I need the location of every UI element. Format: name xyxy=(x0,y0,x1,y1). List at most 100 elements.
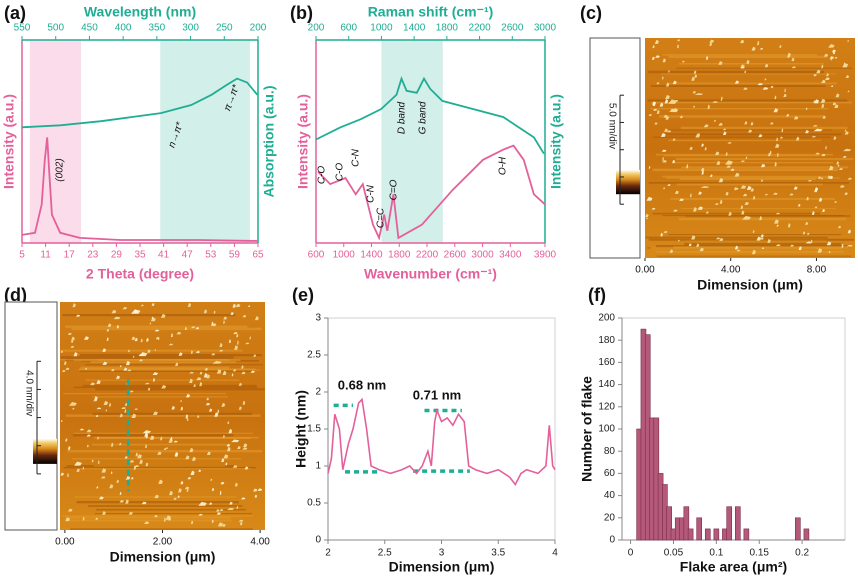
afm-flake xyxy=(184,486,190,490)
data-line xyxy=(315,75,545,155)
afm-flake xyxy=(236,333,239,338)
afm-flake xyxy=(100,476,106,479)
afm-flake xyxy=(719,199,723,204)
afm-flake xyxy=(175,362,179,366)
afm-flake xyxy=(646,217,648,220)
afm-flake xyxy=(811,211,815,215)
bar xyxy=(683,506,690,541)
x-tick-label: 17 xyxy=(64,250,76,261)
afm-flake xyxy=(102,511,106,515)
afm-flake xyxy=(173,440,178,443)
afm-flake xyxy=(662,156,664,161)
afm-flake xyxy=(121,407,126,409)
bar xyxy=(696,517,702,541)
afm-flake xyxy=(805,107,808,110)
data-line xyxy=(21,77,258,129)
afm-flake xyxy=(718,122,723,126)
afm-flake xyxy=(757,40,760,46)
afm-flake xyxy=(219,490,222,495)
colorbar-frame xyxy=(589,37,641,259)
afm-flake xyxy=(820,177,824,180)
afm-flake xyxy=(145,434,148,439)
afm-flake xyxy=(214,412,219,417)
afm-flake xyxy=(696,243,700,247)
x-tick-label: 0.00 xyxy=(635,265,655,276)
afm-flake xyxy=(843,62,846,67)
afm-flake xyxy=(668,99,677,104)
afm-flake xyxy=(689,193,692,198)
afm-flake xyxy=(747,129,752,133)
x2-tick-label: 250 xyxy=(216,23,233,34)
afm-flake xyxy=(134,337,138,342)
afm-flake xyxy=(130,477,134,480)
afm-flake xyxy=(249,336,251,340)
afm-flake xyxy=(828,165,834,171)
afm-flake xyxy=(847,90,850,93)
afm-flake xyxy=(707,104,710,109)
afm-flake xyxy=(817,176,821,179)
afm-flake xyxy=(806,196,809,201)
afm-flake xyxy=(726,165,731,168)
annotation: C=O xyxy=(389,179,400,200)
y2-axis-label: Intensity (a.u.) xyxy=(548,94,564,189)
x-tick-label: 4.00 xyxy=(250,537,270,548)
x-tick-label: 3.5 xyxy=(491,548,505,559)
afm-flake xyxy=(734,187,739,190)
afm-flake xyxy=(108,402,112,407)
x2-axis-label: Wavelength (nm) xyxy=(84,4,196,20)
afm-flake xyxy=(828,44,835,48)
bar xyxy=(795,517,801,541)
afm-flake xyxy=(67,332,72,335)
afm-flake xyxy=(646,196,653,201)
afm-flake xyxy=(67,472,69,477)
afm-flake xyxy=(125,499,129,504)
afm-flake xyxy=(822,115,826,119)
afm-flake xyxy=(775,244,781,247)
afm-flake xyxy=(123,367,128,371)
afm-flake xyxy=(106,329,109,332)
y-tick-label: 3 xyxy=(315,313,321,324)
x-tick-label: 1800 xyxy=(388,250,411,261)
afm-flake xyxy=(760,234,764,238)
y-axis-label: Height (nm) xyxy=(293,390,309,468)
afm-flake xyxy=(101,468,107,473)
afm-flake xyxy=(84,367,88,370)
afm-flake xyxy=(196,377,202,380)
afm-flake xyxy=(222,434,225,438)
afm-flake xyxy=(734,172,740,177)
afm-flake xyxy=(744,121,748,125)
afm-flake xyxy=(86,429,92,433)
afm-flake xyxy=(663,187,666,190)
afm-flake xyxy=(151,303,155,306)
afm-flake xyxy=(238,519,244,522)
afm-flake xyxy=(173,497,177,500)
annotation: 0.71 nm xyxy=(413,387,461,402)
afm-flake xyxy=(839,185,845,188)
afm-flake xyxy=(97,460,100,464)
afm-flake xyxy=(209,502,213,505)
x-axis-label: Flake area (μm²) xyxy=(680,559,787,575)
x2-tick-label: 2600 xyxy=(501,23,524,34)
afm-flake xyxy=(672,80,677,85)
x-tick-label: 53 xyxy=(205,250,217,261)
x2-tick-label: 200 xyxy=(308,23,325,34)
afm-flake xyxy=(217,522,224,527)
afm-flake xyxy=(823,53,829,57)
afm-flake xyxy=(662,58,666,63)
x-tick-label: 3 xyxy=(439,548,445,559)
afm-flake xyxy=(807,179,812,182)
y-axis-label: Intensity (a.u.) xyxy=(1,94,17,189)
afm-flake xyxy=(844,192,848,195)
afm-flake xyxy=(119,500,125,503)
afm-flake xyxy=(789,193,794,196)
y-tick-label: 2.5 xyxy=(307,350,321,361)
afm-flake xyxy=(61,369,66,372)
afm-flake xyxy=(673,209,678,212)
x2-axis-label: Raman shift (cm⁻¹) xyxy=(368,4,494,20)
x-tick-label: 0 xyxy=(628,548,634,559)
afm-flake xyxy=(180,399,182,402)
afm-flake xyxy=(821,103,825,108)
afm-flake xyxy=(189,378,193,384)
afm-flake xyxy=(164,447,166,451)
